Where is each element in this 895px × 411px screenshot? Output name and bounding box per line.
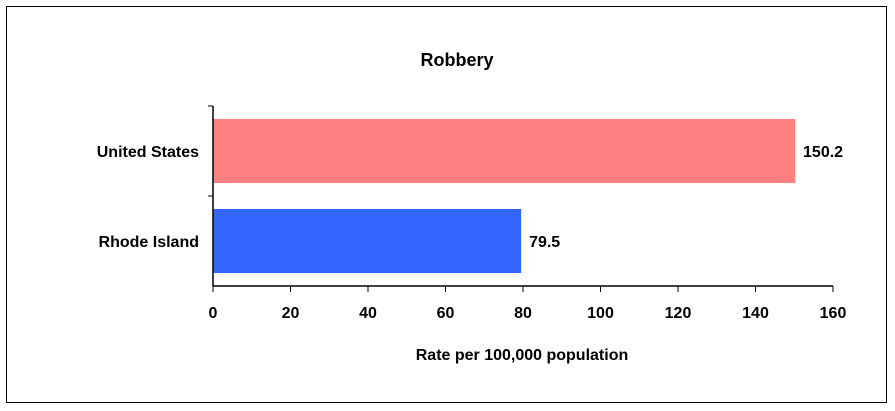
- x-tick-label: 160: [820, 305, 847, 322]
- x-tick-label: 80: [514, 305, 532, 322]
- bars-group: United States 150.2 Rhode Island 79.5: [97, 119, 843, 273]
- chart-frame: [6, 6, 887, 403]
- x-tick-label: 20: [282, 305, 300, 322]
- x-tick-label: 60: [437, 305, 455, 322]
- x-tick-label: 0: [209, 305, 218, 322]
- data-label-rhode-island: 79.5: [529, 234, 560, 251]
- axes-group: 0 20 40 60 80 100 120 140 160: [208, 105, 847, 322]
- category-label-united-states: United States: [97, 144, 199, 161]
- x-tick-label: 140: [742, 305, 769, 322]
- x-tick-label: 40: [359, 305, 377, 322]
- x-tick-label: 120: [665, 305, 692, 322]
- bar-united-states: [213, 119, 796, 183]
- chart-title: Robbery: [420, 50, 493, 70]
- x-tick-label: 100: [587, 305, 614, 322]
- data-label-united-states: 150.2: [803, 144, 843, 161]
- category-label-rhode-island: Rhode Island: [99, 234, 199, 251]
- x-axis-label: Rate per 100,000 population: [416, 347, 629, 364]
- bar-rhode-island: [213, 209, 522, 273]
